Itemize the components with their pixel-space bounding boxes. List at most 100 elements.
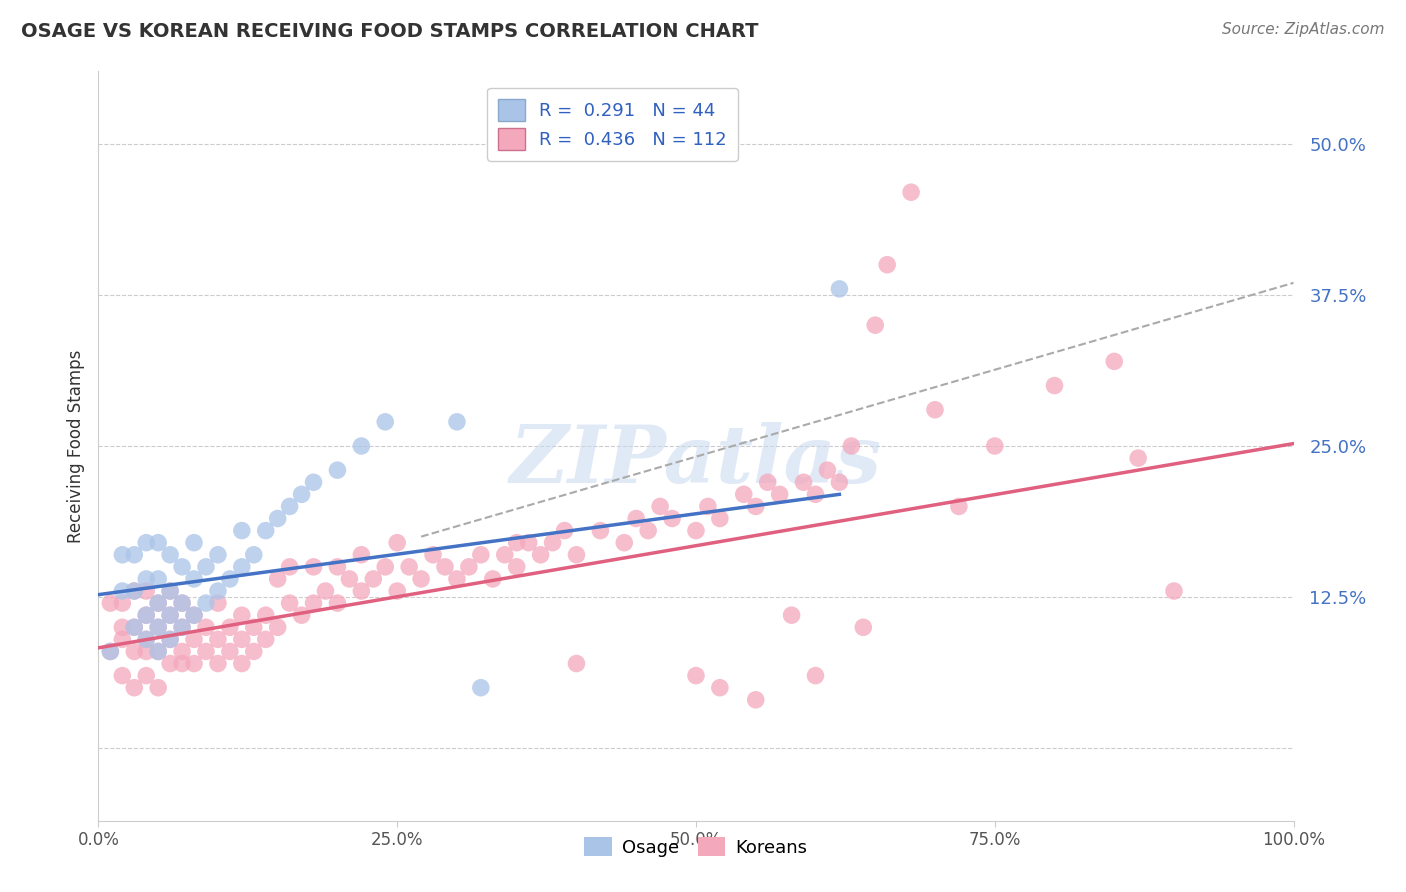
Point	[148, 620, 170, 634]
Point	[374, 415, 396, 429]
Point	[780, 608, 803, 623]
Point	[111, 584, 134, 599]
Point	[291, 487, 314, 501]
Point	[231, 559, 253, 574]
Point	[470, 548, 492, 562]
Point	[924, 402, 946, 417]
Point	[183, 608, 205, 623]
Point	[159, 632, 181, 647]
Point	[111, 632, 134, 647]
Point	[111, 668, 134, 682]
Point	[326, 463, 349, 477]
Point	[148, 535, 170, 549]
Point	[148, 572, 170, 586]
Point	[183, 657, 205, 671]
Point	[565, 657, 588, 671]
Point	[172, 620, 194, 634]
Point	[172, 559, 194, 574]
Point	[135, 584, 157, 599]
Point	[159, 584, 181, 599]
Point	[637, 524, 659, 538]
Legend: Osage, Koreans: Osage, Koreans	[578, 830, 814, 864]
Point	[183, 632, 205, 647]
Point	[291, 608, 314, 623]
Point	[172, 620, 194, 634]
Point	[243, 620, 266, 634]
Text: OSAGE VS KOREAN RECEIVING FOOD STAMPS CORRELATION CHART: OSAGE VS KOREAN RECEIVING FOOD STAMPS CO…	[21, 22, 759, 41]
Point	[302, 596, 325, 610]
Point	[613, 535, 636, 549]
Point	[159, 548, 181, 562]
Point	[793, 475, 815, 490]
Point	[98, 644, 122, 658]
Point	[745, 693, 768, 707]
Point	[111, 548, 134, 562]
Point	[302, 475, 325, 490]
Point	[195, 620, 218, 634]
Point	[374, 559, 396, 574]
Point	[481, 572, 505, 586]
Point	[219, 572, 242, 586]
Point	[350, 548, 373, 562]
Point	[506, 535, 529, 549]
Point	[243, 644, 266, 658]
Point	[195, 644, 218, 658]
Point	[183, 535, 205, 549]
Point	[589, 524, 612, 538]
Point	[470, 681, 492, 695]
Point	[124, 620, 146, 634]
Point	[159, 608, 181, 623]
Point	[135, 632, 157, 647]
Point	[828, 282, 851, 296]
Point	[1163, 584, 1185, 599]
Point	[517, 535, 540, 549]
Point	[231, 632, 253, 647]
Point	[254, 632, 277, 647]
Text: ZIPatlas: ZIPatlas	[510, 422, 882, 500]
Point	[554, 524, 576, 538]
Point	[685, 668, 707, 682]
Point	[148, 620, 170, 634]
Point	[385, 535, 409, 549]
Point	[135, 632, 157, 647]
Point	[733, 487, 755, 501]
Point	[172, 596, 194, 610]
Point	[530, 548, 553, 562]
Point	[148, 596, 170, 610]
Point	[350, 439, 373, 453]
Point	[254, 524, 277, 538]
Point	[148, 644, 170, 658]
Point	[135, 668, 157, 682]
Point	[231, 524, 253, 538]
Point	[709, 511, 731, 525]
Point	[804, 668, 827, 682]
Point	[124, 548, 146, 562]
Point	[1104, 354, 1126, 368]
Point	[207, 548, 229, 562]
Point	[315, 584, 337, 599]
Point	[207, 632, 229, 647]
Point	[267, 511, 290, 525]
Point	[385, 584, 409, 599]
Point	[135, 608, 157, 623]
Point	[124, 620, 146, 634]
Point	[135, 608, 157, 623]
Point	[148, 681, 170, 695]
Point	[219, 644, 242, 658]
Point	[159, 657, 181, 671]
Point	[135, 644, 157, 658]
Point	[626, 511, 648, 525]
Point	[804, 487, 827, 501]
Point	[135, 572, 157, 586]
Point	[172, 596, 194, 610]
Point	[183, 608, 205, 623]
Point	[422, 548, 444, 562]
Point	[350, 584, 373, 599]
Point	[852, 620, 875, 634]
Point	[219, 620, 242, 634]
Point	[326, 559, 349, 574]
Point	[1043, 378, 1066, 392]
Point	[183, 572, 205, 586]
Point	[900, 185, 922, 199]
Point	[815, 463, 838, 477]
